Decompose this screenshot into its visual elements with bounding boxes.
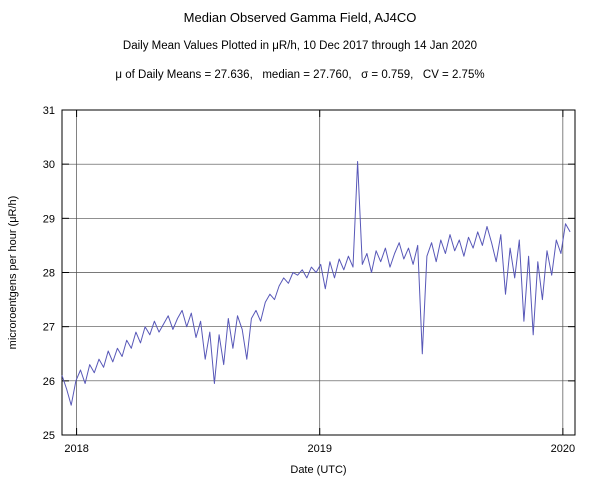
x-axis-label: Date (UTC)	[290, 464, 346, 476]
y-tick-label: 29	[43, 213, 55, 225]
y-axis-label: microroentgens per hour (μR/h)	[7, 196, 19, 350]
x-tick-label: 2020	[551, 443, 575, 455]
plot-border	[61, 109, 576, 436]
chart-title: Median Observed Gamma Field, AJ4CO	[183, 10, 417, 25]
y-tick-label: 28	[43, 268, 55, 280]
chart-subtitle: Daily Mean Values Plotted in μR/h, 10 De…	[122, 40, 478, 52]
y-tick-label: 30	[43, 159, 55, 171]
x-tick-label: 2018	[64, 443, 88, 455]
chart-stats-line: μ of Daily Means = 27.636, median = 27.7…	[115, 69, 485, 81]
data-line	[61, 161, 571, 406]
y-tick-label: 26	[43, 376, 55, 388]
y-tick-label: 31	[43, 105, 55, 117]
y-tick-label: 25	[43, 430, 55, 442]
x-tick-label: 2019	[307, 443, 331, 455]
y-tick-label: 27	[43, 322, 55, 334]
